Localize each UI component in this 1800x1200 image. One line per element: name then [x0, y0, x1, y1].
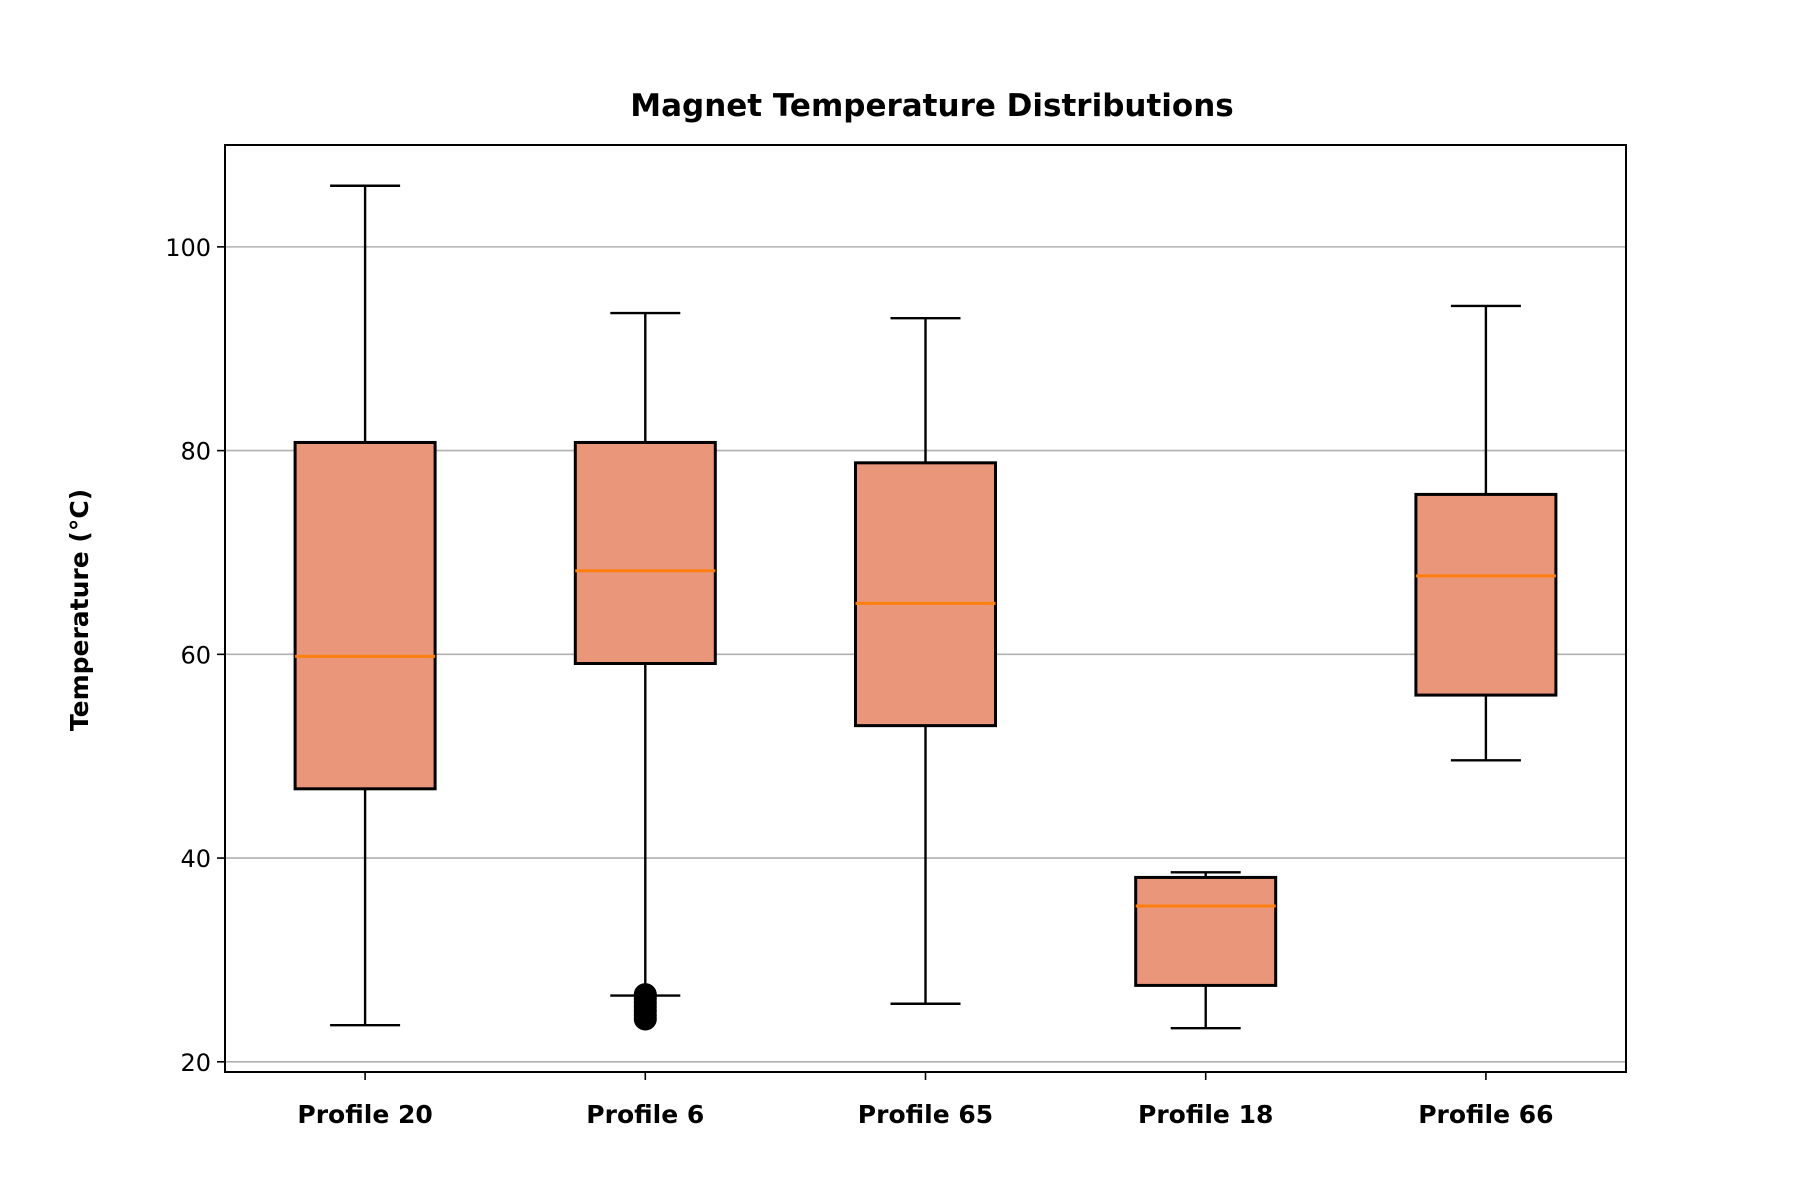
iqr-box	[573, 440, 717, 666]
x-tick-label: Profile 66	[1418, 1100, 1553, 1129]
iqr-box	[1134, 875, 1278, 987]
y-axis-label: Temperature (°C)	[65, 489, 94, 731]
axes: 20 40 60 80 100 Profile 20 Profile 6 Profile 65…	[165, 234, 1553, 1129]
iqr-box	[293, 440, 437, 791]
box-profile-6	[573, 311, 717, 1031]
iqr-box	[1414, 492, 1558, 697]
iqr-box	[854, 461, 997, 728]
box-profile-65	[854, 316, 997, 1005]
box-profile-20	[293, 184, 437, 1027]
chart-title: Magnet Temperature Distributions	[630, 88, 1234, 124]
boxes	[293, 184, 1558, 1031]
x-tick-label: Profile 18	[1138, 1100, 1273, 1129]
x-tick-label: Profile 6	[586, 1100, 704, 1129]
outlier-point	[633, 1007, 657, 1031]
y-tick-label: 60	[180, 641, 211, 669]
y-tick-label: 20	[180, 1049, 211, 1077]
y-tick-label: 40	[180, 845, 211, 873]
x-tick-label: Profile 20	[297, 1100, 432, 1129]
x-tick-label: Profile 65	[858, 1100, 993, 1129]
y-tick-label: 80	[180, 438, 211, 466]
box-profile-66	[1414, 304, 1558, 762]
y-tick-label: 100	[165, 234, 211, 262]
box-profile-18	[1134, 871, 1278, 1030]
